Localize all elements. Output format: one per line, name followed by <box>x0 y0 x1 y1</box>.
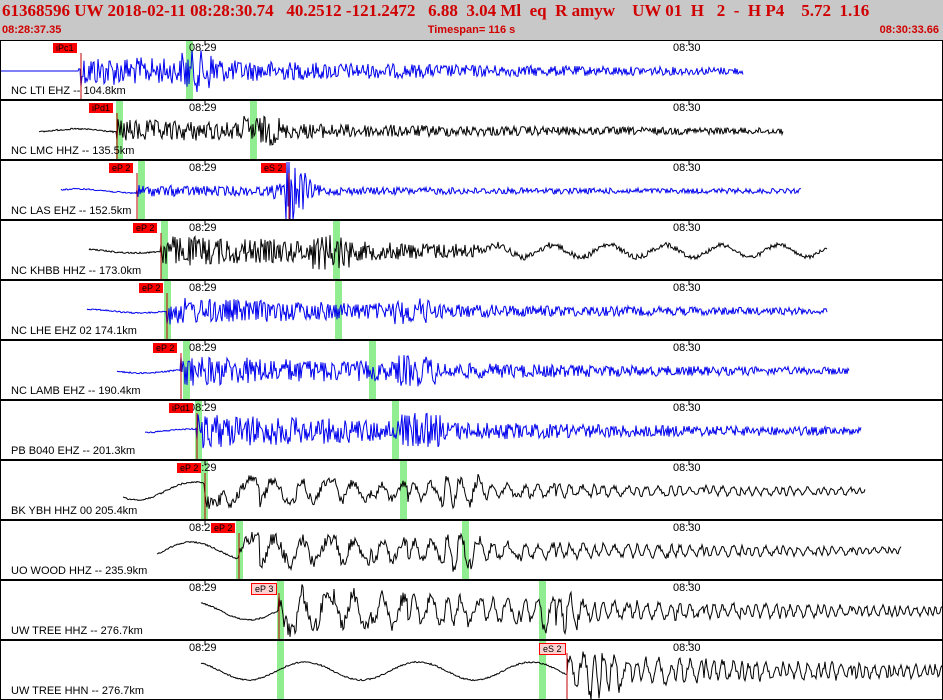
waveform-line <box>60 161 802 219</box>
waveform-line <box>200 584 942 637</box>
analysis-window <box>277 641 284 699</box>
waveform-line <box>86 297 828 325</box>
minute-mark-label: 08:30 <box>673 642 701 654</box>
seismogram-trace <box>116 341 850 399</box>
minute-mark-label: 08:29 <box>189 642 217 654</box>
minute-mark-label: 08:29 <box>189 402 217 414</box>
analysis-window <box>539 581 546 639</box>
waveform-line <box>1 49 744 93</box>
minute-mark-label: 08:29 <box>189 582 217 594</box>
minute-mark-label: 08:29 <box>189 522 217 534</box>
station-channel-label: NC LMC HHZ -- 135.5km <box>11 145 135 157</box>
station-channel-label: NC LTI EHZ -- 104.8km <box>11 85 126 97</box>
phase-pick-label[interactable]: eP 2 <box>177 463 202 473</box>
minute-mark-label: 08:30 <box>673 282 701 294</box>
analysis-window <box>400 461 407 519</box>
station-channel-label: UW TREE HHN -- 276.7km <box>11 685 145 697</box>
seismogram-trace <box>1 41 744 99</box>
phase-pick-label[interactable]: eP 3 <box>251 583 278 595</box>
station-channel-label: NC KHBB HHZ -- 173.0km <box>11 265 142 277</box>
seismogram-trace <box>122 461 866 519</box>
phase-pick-label[interactable]: iPc1 <box>53 43 77 53</box>
seismogram-trace <box>38 101 784 159</box>
minute-mark-label: 08:29 <box>189 282 217 294</box>
station-channel-label: BK YBH HHZ 00 205.4km <box>11 505 138 517</box>
waveform-line <box>88 235 828 270</box>
seismogram-trace <box>200 581 942 639</box>
station-channel-label: UO WOOD HHZ -- 235.9km <box>11 565 148 577</box>
waveform-panels: 08:29 08:30 iPc1 NC LTI EHZ -- 104.8km 08:29… <box>0 40 943 700</box>
phase-pick-label[interactable]: eP 2 <box>109 163 134 173</box>
minute-mark-label: 08:29 <box>189 222 217 234</box>
end-time-label: 08:30:33.66 <box>879 24 939 36</box>
minute-mark-label: 08:30 <box>673 582 701 594</box>
seismogram-trace <box>144 401 862 459</box>
waveform-panel[interactable]: 08:29 08:30 eS 2 UW TREE HHN -- 276.7km <box>0 640 943 700</box>
station-channel-label: UW TREE HHZ -- 276.7km <box>11 625 143 637</box>
station-channel-label: NC LHE EHZ 02 174.1km <box>11 325 137 337</box>
waveform-panel[interactable]: 08:29 08:30 iPd1 NC LMC HHZ -- 135.5km <box>0 100 943 160</box>
seismogram-trace <box>88 221 828 279</box>
station-channel-label: NC LAS EHZ -- 152.5km <box>11 205 132 217</box>
waveform-line <box>156 531 902 572</box>
phase-pick-label[interactable]: iPd1 <box>89 103 114 113</box>
waveform-panel[interactable]: 08:29 08:30 eP 2 NC LHE EHZ 02 174.1km <box>0 280 943 340</box>
analysis-window <box>462 521 469 579</box>
phase-pick-label[interactable]: eP 2 <box>139 283 164 293</box>
minute-mark-label: 08:30 <box>673 42 701 54</box>
waveform-line <box>116 355 850 387</box>
waveform-panel[interactable]: 08:29 08:30 eP 2 eS 2 NC LAS EHZ -- 152.5km <box>0 160 943 220</box>
analysis-window <box>392 401 399 459</box>
station-channel-label: PB B040 EHZ -- 201.3km <box>11 445 136 457</box>
waveform-line <box>144 412 862 449</box>
minute-mark-label: 08:29 <box>189 162 217 174</box>
minute-mark-label: 08:29 <box>189 102 217 114</box>
phase-pick-label[interactable]: eP 2 <box>211 523 236 533</box>
seismogram-trace <box>200 641 942 699</box>
minute-mark-label: 08:30 <box>673 462 701 474</box>
waveform-panel[interactable]: 08:29 08:30 iPd1 PB B040 EHZ -- 201.3km <box>0 400 943 460</box>
phase-pick-label[interactable]: eP 2 <box>153 343 178 353</box>
waveform-line <box>38 115 784 146</box>
minute-mark-label: 08:30 <box>673 162 701 174</box>
seismogram-trace <box>60 161 802 219</box>
minute-mark-label: 08:30 <box>673 222 701 234</box>
waveform-panel[interactable]: 08:29 08:30 eP 2 BK YBH HHZ 00 205.4km <box>0 460 943 520</box>
phase-pick-label[interactable]: eP 2 <box>133 223 158 233</box>
minute-mark-label: 08:30 <box>673 102 701 114</box>
analysis-window <box>195 401 202 459</box>
minute-mark-label: 08:29 <box>189 342 217 354</box>
analysis-window <box>161 221 168 279</box>
waveform-panel[interactable]: 08:29 08:30 iPc1 NC LTI EHZ -- 104.8km <box>0 40 943 100</box>
timespan-label: Timespan= 116 s <box>427 24 516 36</box>
phase-pick-label[interactable]: eS 2 <box>539 643 566 655</box>
phase-pick-label[interactable]: eS 2 <box>261 163 286 173</box>
waveform-panel[interactable]: 08:29 08:30 eP 3 UW TREE HHZ -- 276.7km <box>0 580 943 640</box>
event-summary-title: 61368596 UW 2018-02-11 08:28:30.74 40.25… <box>2 1 870 20</box>
start-time-label: 08:28:37.35 <box>2 24 62 36</box>
minute-mark-label: 08:30 <box>673 402 701 414</box>
minute-mark-label: 08:29 <box>189 42 217 54</box>
waveform-panel[interactable]: 08:29 08:30 eP 2 NC KHBB HHZ -- 173.0km <box>0 220 943 280</box>
waveform-panel[interactable]: 08:29 08:30 eP 2 NC LAMB EHZ -- 190.4km <box>0 340 943 400</box>
waveform-line <box>122 474 866 510</box>
analysis-window <box>539 641 546 699</box>
phase-pick-label[interactable]: iPd1 <box>169 403 194 413</box>
seismogram-trace <box>86 281 828 339</box>
waveform-line <box>200 651 942 699</box>
seismogram-trace <box>156 521 902 579</box>
minute-mark-label: 08:30 <box>673 522 701 534</box>
analysis-window <box>277 581 284 639</box>
station-channel-label: NC LAMB EHZ -- 190.4km <box>11 385 141 397</box>
event-header: 61368596 UW 2018-02-11 08:28:30.74 40.25… <box>0 0 943 40</box>
waveform-panel[interactable]: 08:29 08:30 eP 2 UO WOOD HHZ -- 235.9km <box>0 520 943 580</box>
minute-mark-label: 08:30 <box>673 342 701 354</box>
